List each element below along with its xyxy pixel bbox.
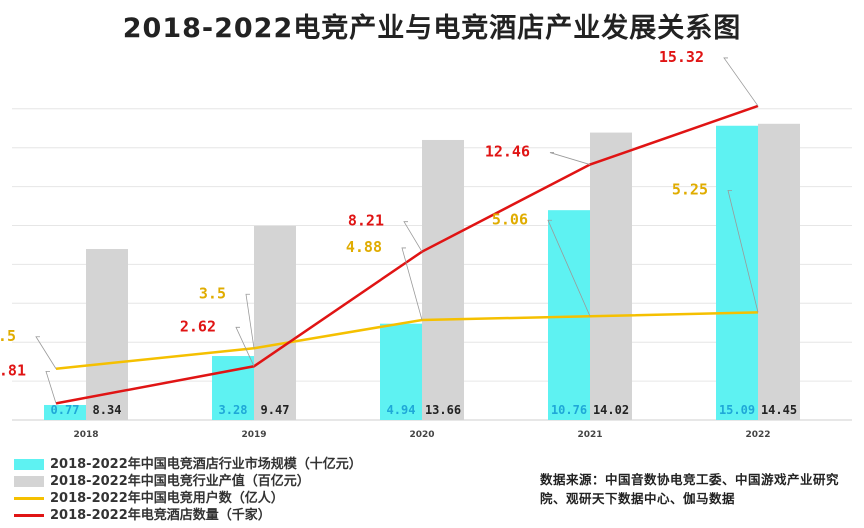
bar-hotel-market (548, 210, 590, 420)
bar-hotel-market (44, 404, 86, 420)
bar-esports-output (590, 132, 632, 420)
label-esports-users: 3.5 (199, 284, 226, 302)
label-esports-output: 14.45 (761, 403, 797, 417)
label-hotel-market: 10.76 (551, 403, 587, 417)
label-esports-output: 9.47 (261, 403, 290, 417)
label-esports-users-leader (547, 219, 591, 317)
label-esports-users: 2.5 (0, 327, 16, 345)
bars (44, 123, 800, 421)
legend-swatch (14, 497, 44, 500)
chart-plot: 2018 2019 2020 2021 2022 0.77 8.34 3.28 9.47 4.9… (0, 48, 852, 440)
legend-item-hotel-market: 2018-2022年中国电竞酒店行业市场规模（十亿元） (12, 456, 362, 473)
legend-item-esports-users: 2018-2022年中国电竞用户数（亿人） (12, 490, 362, 507)
label-hotel-count: 8.21 (348, 212, 384, 230)
label-hotel-market: 0.77 (51, 403, 80, 417)
x-tick-label: 2022 (745, 430, 770, 440)
label-hotel-count: 0.81 (0, 361, 26, 379)
label-esports-users-leader (245, 293, 255, 349)
chart-title: 2018-2022电竞产业与电竞酒店产业发展关系图 (122, 13, 742, 44)
label-esports-output: 8.34 (93, 403, 122, 417)
label-esports-output: 13.66 (425, 403, 461, 417)
label-hotel-market: 3.28 (219, 403, 248, 417)
label-hotel-count: 2.62 (180, 317, 216, 335)
x-tick-labels: 2018 2019 2020 2021 2022 (73, 430, 770, 440)
label-esports-users-leader (401, 247, 423, 321)
label-hotel-count-leader (549, 152, 591, 165)
legend-swatch (14, 476, 44, 487)
label-esports-users: 5.06 (492, 210, 528, 228)
label-esports-users-leader (35, 336, 57, 369)
label-hotel-count-leader (45, 370, 57, 404)
legend-item-hotel-count: 2018-2022年电竞酒店数量（千家） (12, 507, 362, 524)
label-hotel-count-leader (403, 221, 423, 252)
label-hotel-count-leader (235, 326, 255, 367)
x-tick-label: 2018 (73, 430, 98, 440)
label-hotel-count-leader (723, 57, 759, 107)
label-esports-output: 14.02 (593, 403, 629, 417)
label-hotel-market: 4.94 (387, 403, 416, 417)
label-esports-users-leader (727, 189, 759, 313)
bar-esports-output (254, 225, 296, 420)
bar-hotel-market (380, 323, 422, 420)
label-esports-users: 4.88 (346, 238, 382, 256)
bar-hotel-market (716, 125, 758, 421)
x-tick-label: 2019 (241, 430, 266, 440)
label-esports-users: 5.25 (672, 180, 708, 198)
data-labels: 0.77 8.34 3.28 9.47 4.94 13.66 10.76 14.02 15.09… (0, 48, 797, 417)
x-tick-label: 2021 (577, 430, 602, 440)
legend-label: 2018-2022年电竞酒店数量（千家） (50, 508, 271, 523)
bar-esports-output (422, 139, 464, 420)
source-note: 数据来源：中国音数协电竞工委、中国游戏产业研究院、观研天下数据中心、伽马数据 (540, 472, 840, 506)
label-hotel-market: 15.09 (719, 403, 755, 417)
legend: 2018-2022年中国电竞酒店行业市场规模（十亿元） 2018-2022年中国… (12, 456, 362, 524)
legend-label: 2018-2022年中国电竞酒店行业市场规模（十亿元） (50, 457, 362, 472)
label-hotel-count: 12.46 (485, 143, 530, 161)
legend-swatch (14, 459, 44, 470)
label-hotel-count: 15.32 (659, 48, 704, 66)
legend-label: 2018-2022年中国电竞用户数（亿人） (50, 491, 284, 506)
legend-swatch (14, 514, 44, 517)
bar-esports-output (758, 123, 800, 421)
legend-label: 2018-2022年中国电竞行业产值（百亿元） (50, 474, 310, 489)
legend-item-esports-output: 2018-2022年中国电竞行业产值（百亿元） (12, 473, 362, 490)
x-tick-label: 2020 (409, 430, 434, 440)
